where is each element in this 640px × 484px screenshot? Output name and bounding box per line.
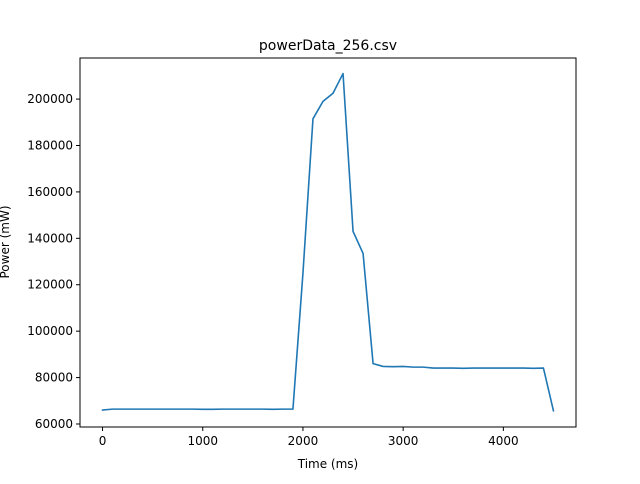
x-tick-label: 0	[99, 434, 107, 448]
x-axis-label: Time (ms)	[297, 457, 359, 471]
axis-ticks: 0 1000 2000 3000 4000 60000 80000 100000 120000 1…	[27, 92, 518, 448]
plot-area-frame	[79, 57, 577, 428]
y-tick-label: 180000	[27, 138, 73, 152]
series-line	[101, 72, 555, 412]
x-tick-label: 3000	[388, 434, 419, 448]
y-tick-label: 60000	[35, 417, 73, 431]
y-tick-label: 200000	[27, 92, 73, 106]
y-tick-label: 140000	[27, 231, 73, 245]
x-tick-label: 1000	[187, 434, 218, 448]
y-tick-label: 80000	[35, 371, 73, 385]
x-tick-label: 4000	[488, 434, 519, 448]
x-tick-label: 2000	[288, 434, 319, 448]
chart-title: powerData_256.csv	[259, 38, 397, 54]
y-tick-label: 120000	[27, 278, 73, 292]
series-layer	[101, 72, 555, 412]
y-tick-label: 100000	[27, 324, 73, 338]
y-axis-label: Power (mW)	[0, 205, 12, 278]
y-tick-label: 160000	[27, 185, 73, 199]
